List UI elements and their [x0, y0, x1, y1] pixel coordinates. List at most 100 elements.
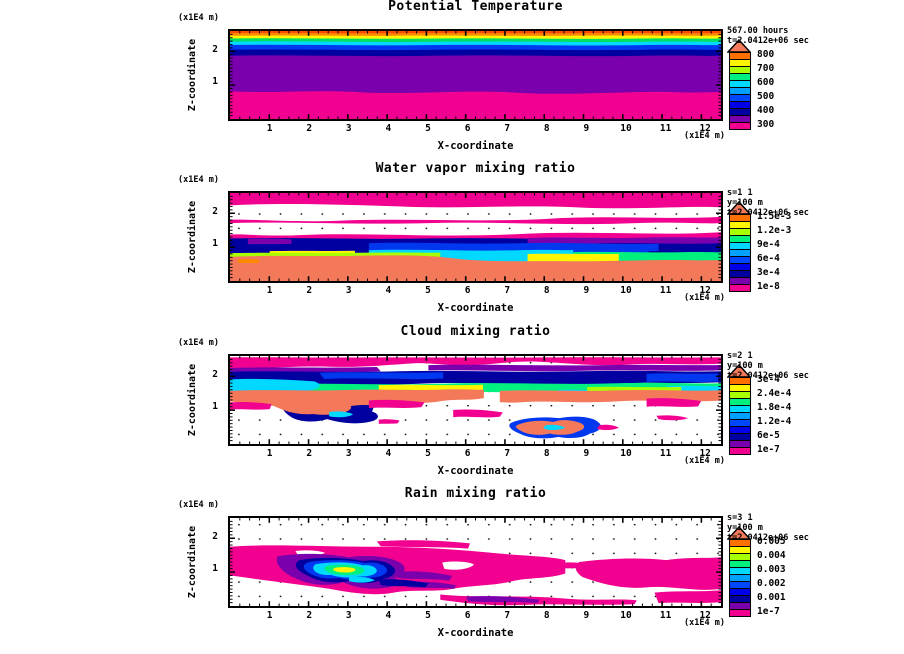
x-tick-label: 5	[425, 610, 431, 621]
x-tick-label: 2	[306, 285, 313, 296]
y-axis-unit-label: (x1E4 m)	[178, 500, 219, 510]
panel-potential-temperature: Potential Temperature (x1E4 m) Z-coordin…	[0, 0, 904, 163]
annotation-line: s=3 1	[727, 513, 753, 523]
annotation-line: 567.00 hours	[727, 26, 789, 36]
colorbar-label: 6e-5	[757, 430, 780, 441]
x-axis-label: X-coordinate	[437, 140, 514, 152]
x-tick-label: 7	[504, 285, 511, 296]
y-tick-label: 1	[212, 76, 218, 87]
y-tick-label: 2	[212, 369, 218, 380]
x-tick-label: 6	[464, 610, 471, 621]
colorbar-label: 3e-4	[757, 374, 780, 385]
x-tick-label: 6	[464, 123, 471, 134]
x-tick-label: 11	[659, 610, 672, 621]
colorbar-label: 1.2e-3	[757, 225, 792, 236]
x-axis-unit-label: (x1E4 m)	[684, 618, 725, 628]
x-tick-label: 11	[659, 123, 672, 134]
y-tick-label: 1	[212, 401, 218, 412]
x-tick-label: 10	[620, 448, 632, 459]
x-tick-labels: 1 2 3 4 5 6 7 8 9 10 11 12	[230, 123, 721, 134]
y-tick-label: 2	[212, 206, 218, 217]
panel-cloud-mixing-ratio: Cloud mixing ratio (x1E4 m) Z-coordinate…	[0, 324, 904, 488]
annotation-line: t=2.0412e+06 sec	[727, 208, 809, 218]
y-axis-label: Z-coordinate	[187, 363, 198, 437]
x-tick-label: 9	[583, 285, 590, 296]
x-tick-label: 2	[306, 448, 313, 459]
x-tick-label: 6	[464, 448, 471, 459]
annotation-line: y=100 m	[727, 198, 763, 208]
colorbar-labels: 0.005 0.004 0.003 0.002 0.001 1e-7	[757, 535, 786, 619]
colorbar-label: 3e-4	[757, 267, 780, 278]
colorbar-label: 0.004	[757, 550, 786, 561]
plot-frame	[228, 354, 723, 446]
x-tick-label: 10	[620, 610, 632, 621]
x-tick-label: 3	[345, 123, 352, 134]
x-tick-label: 1	[266, 610, 273, 621]
x-tick-label: 7	[504, 610, 511, 621]
x-tick-label: 12	[699, 448, 711, 459]
x-tick-label: 5	[425, 123, 431, 134]
annotation-block: s=1 1 y=100 m t=2.0412e+06 sec	[727, 188, 809, 218]
x-axis-unit-label: (x1E4 m)	[684, 293, 725, 303]
x-tick-label: 3	[345, 610, 352, 621]
x-tick-label: 1	[266, 123, 273, 134]
colorbar-label: 700	[757, 63, 775, 74]
x-tick-labels: 1 2 3 4 5 6 7 8 9 10 11 12	[230, 610, 721, 621]
colorbar-label: 300	[757, 119, 775, 130]
annotation-line: y=100 m	[727, 361, 763, 371]
colorbar-label: 600	[757, 77, 775, 88]
colorbar-label: 500	[757, 91, 775, 102]
x-tick-label: 10	[620, 123, 632, 134]
annotation-block: s=2 1 y=100 m t=2.0412e+06 sec	[727, 351, 809, 381]
plot-frame	[228, 191, 723, 283]
colorbar-label: 1e-7	[757, 606, 780, 617]
colorbar-label: 1e-8	[757, 281, 780, 292]
colorbar-label: 1e-7	[757, 444, 780, 455]
colorbar-label: 2.4e-4	[757, 388, 792, 399]
x-tick-label: 2	[306, 123, 313, 134]
y-axis-unit-label: (x1E4 m)	[178, 175, 219, 185]
panel-title: Rain mixing ratio	[404, 486, 547, 501]
water-vapor-field	[230, 193, 721, 281]
x-tick-label: 9	[583, 448, 590, 459]
x-tick-label: 8	[543, 123, 550, 134]
x-tick-label: 11	[659, 285, 672, 296]
y-tick-label: 2	[212, 44, 218, 55]
colorbar	[729, 539, 751, 617]
y-axis-label: Z-coordinate	[187, 200, 198, 274]
x-tick-label: 4	[385, 610, 392, 621]
colorbar-label: 0.005	[757, 536, 786, 547]
colorbar-labels: 800 700 600 500 400 300	[757, 48, 774, 132]
annotation-line: y=100 m	[727, 523, 763, 533]
panel-title: Potential Temperature	[388, 0, 563, 14]
colorbar-label: 800	[757, 49, 775, 60]
x-tick-label: 5	[425, 285, 431, 296]
x-tick-label: 3	[345, 448, 352, 459]
panel-water-vapor-mixing-ratio: Water vapor mixing ratio (x1E4 m) Z-coor…	[0, 161, 904, 325]
x-tick-label: 12	[699, 123, 711, 134]
x-tick-label: 9	[583, 610, 590, 621]
x-tick-label: 4	[385, 448, 392, 459]
colorbar-labels: 1.5e-3 1.2e-3 9e-4 6e-4 3e-4 1e-8	[757, 210, 791, 294]
x-tick-label: 8	[543, 610, 550, 621]
x-tick-label: 8	[543, 285, 550, 296]
colorbar-label: 1.8e-4	[757, 402, 792, 413]
colorbar-label: 6e-4	[757, 253, 780, 264]
panel-rain-mixing-ratio: Rain mixing ratio (x1E4 m) Z-coordinate …	[0, 486, 904, 650]
x-tick-label: 7	[504, 123, 511, 134]
x-tick-label: 11	[659, 448, 672, 459]
colorbar-label: 1.5e-3	[757, 211, 792, 222]
panel-title: Cloud mixing ratio	[400, 324, 551, 339]
colorbar-label: 0.001	[757, 592, 786, 603]
x-axis-label: X-coordinate	[437, 465, 514, 477]
colorbar-label: 9e-4	[757, 239, 780, 250]
x-tick-label: 1	[266, 285, 273, 296]
colorbar	[729, 377, 751, 455]
y-axis-label: Z-coordinate	[187, 38, 198, 112]
panel-title: Water vapor mixing ratio	[375, 161, 576, 176]
x-axis-label: X-coordinate	[437, 302, 514, 314]
x-axis-label: X-coordinate	[437, 627, 514, 639]
cloud-field	[230, 356, 721, 444]
annotation-block: 567.00 hours t=2.0412e+06 sec	[727, 26, 809, 46]
